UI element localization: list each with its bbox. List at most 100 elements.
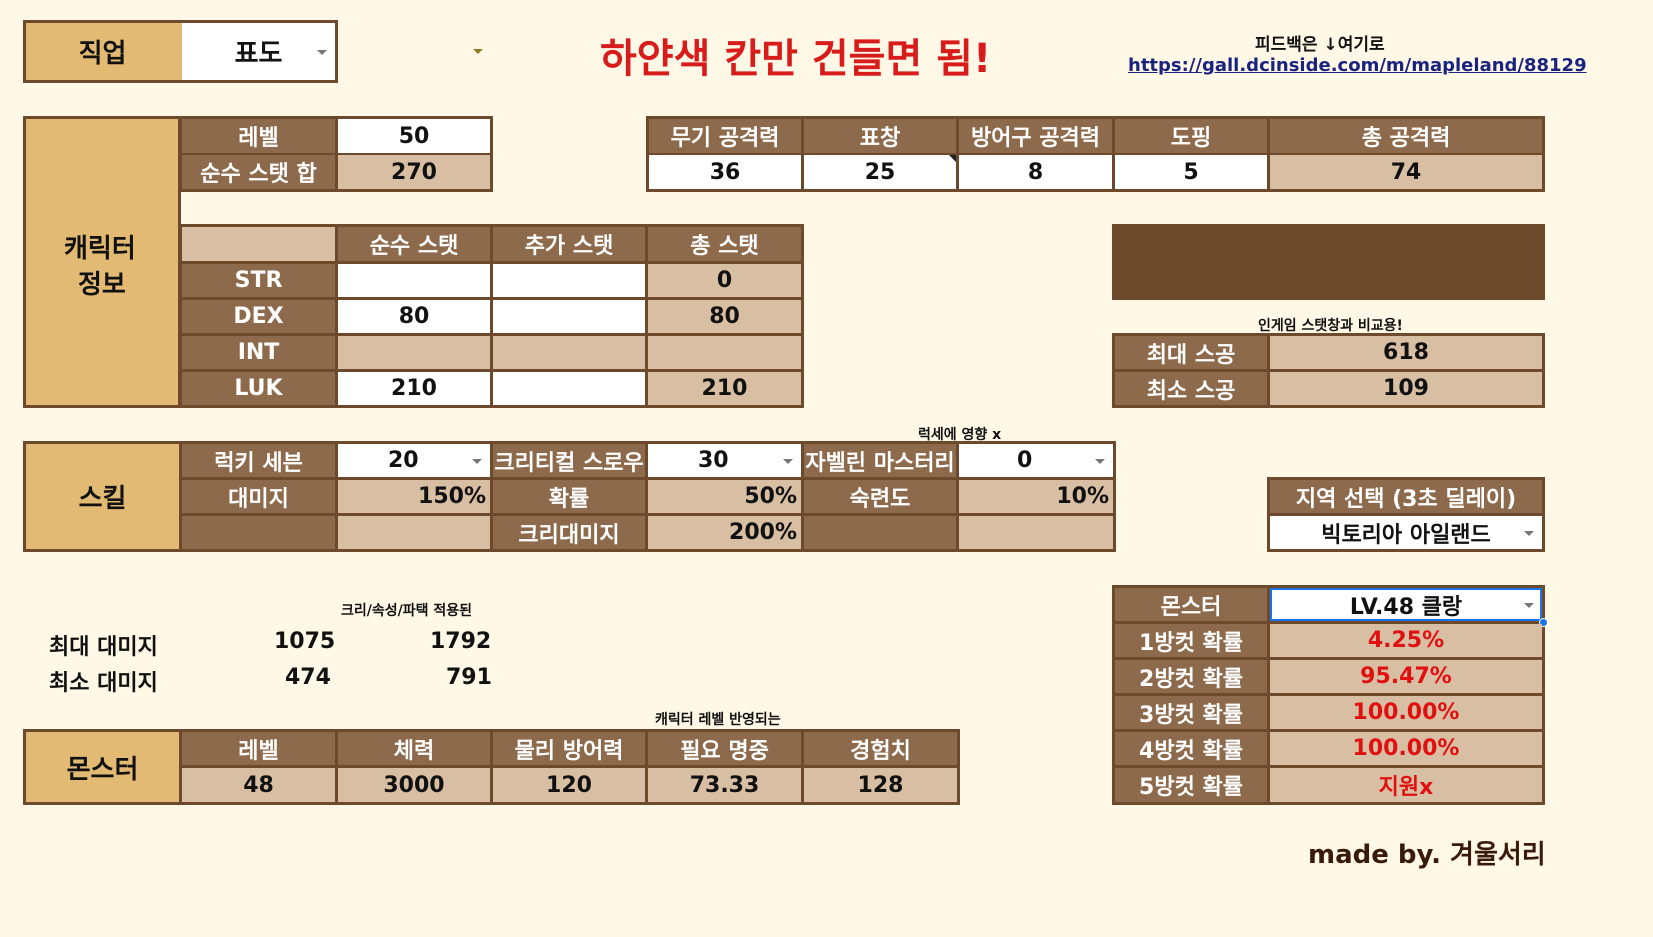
max-stat-attack-value: 618 <box>1270 336 1542 369</box>
monster-note: 캐릭터 레벨 반영되는 <box>655 712 781 728</box>
critical-throw-label: 크리티컬 스로우 <box>493 444 645 477</box>
monster-header-exp: 경험치 <box>804 732 957 765</box>
kill-chance-value-3: 100.00% <box>1270 696 1542 729</box>
max-damage-value: 1075 <box>274 629 336 654</box>
attack-doping-input[interactable]: 5 <box>1115 155 1267 189</box>
stat-pure-int <box>338 336 490 369</box>
javelin-mastery-label: 자벨린 마스터리 <box>804 444 956 477</box>
skill-blank-label <box>182 516 335 549</box>
level-label: 레벨 <box>182 119 335 153</box>
damage-label: 대미지 <box>182 480 335 513</box>
stat-pure-str[interactable] <box>338 264 490 297</box>
damage-note: 크리/속성/파택 적용된 <box>341 603 473 619</box>
damage-percent-value: 150% <box>338 480 490 513</box>
kill-chance-value-1: 4.25% <box>1270 624 1542 657</box>
kill-chance-value-2: 95.47% <box>1270 660 1542 693</box>
credit-text: made by. 겨울서리 <box>1308 840 1546 870</box>
stat-total-int <box>648 336 801 369</box>
javelin-mastery-level-select[interactable]: 0 <box>959 444 1113 477</box>
stat-extra-luk[interactable] <box>493 372 645 405</box>
monster-hp-value: 3000 <box>338 768 490 802</box>
min-damage-crit-value: 791 <box>446 665 492 690</box>
attack-header-weapon: 무기 공격력 <box>649 119 801 153</box>
crit-damage-label: 크리대미지 <box>493 516 645 549</box>
character-section-label-1: 캐릭터 <box>64 234 136 264</box>
stat-name-dex: DEX <box>182 300 335 333</box>
max-damage-crit-value: 1792 <box>430 629 492 654</box>
stat-extra-str[interactable] <box>493 264 645 297</box>
skill-blank-value-2 <box>959 516 1113 549</box>
attack-header-doping: 도핑 <box>1115 119 1267 153</box>
skill-blank-value <box>338 516 490 549</box>
monster-defense-value: 120 <box>493 768 645 802</box>
min-damage-label: 최소 대미지 <box>49 671 158 696</box>
critical-chance-label: 확률 <box>493 480 645 513</box>
stray-dropdown-arrow <box>473 49 483 54</box>
kill-chance-label-3: 3방컷 확률 <box>1115 696 1267 729</box>
lucky-seven-label: 럭키 세븐 <box>182 444 335 477</box>
monster-table <box>23 729 960 805</box>
stat-extra-dex[interactable] <box>493 300 645 333</box>
attack-header-star: 표창 <box>804 119 956 153</box>
stat-total-luk: 210 <box>648 372 801 405</box>
feedback-label: 피드백은 ↓여기로 <box>1255 35 1385 55</box>
character-section-label-2: 정보 <box>78 270 126 300</box>
lucky-seven-level-select[interactable]: 20 <box>338 444 490 477</box>
max-damage-label: 최대 대미지 <box>49 635 158 660</box>
stat-pure-luk[interactable]: 210 <box>338 372 490 405</box>
stat-header-extra: 추가 스탯 <box>493 227 645 261</box>
stat-pure-dex[interactable]: 80 <box>338 300 490 333</box>
monster-select-label: 몬스터 <box>1115 588 1267 621</box>
selection-handle[interactable] <box>1539 618 1548 627</box>
mastery-value: 10% <box>959 480 1113 513</box>
stat-attack-note: 인게임 스탯창과 비교용! <box>1258 318 1403 334</box>
stat-name-int: INT <box>182 336 335 369</box>
stat-total-dex: 80 <box>648 300 801 333</box>
attack-total-value: 74 <box>1270 155 1542 189</box>
feedback-link[interactable]: https://gall.dcinside.com/m/mapleland/88… <box>1128 55 1587 76</box>
kill-chance-value-4: 100.00% <box>1270 732 1542 765</box>
attack-armor-input[interactable]: 8 <box>959 155 1112 189</box>
skill-blank-label-2 <box>804 516 956 549</box>
kill-chance-label-4: 4방컷 확률 <box>1115 732 1267 765</box>
stat-extra-int <box>493 336 645 369</box>
region-label: 지역 선택 (3초 딜레이) <box>1270 480 1542 513</box>
monster-exp-value: 128 <box>804 768 957 802</box>
monster-header-level: 레벨 <box>182 732 335 765</box>
kill-chance-value-5: 지원x <box>1270 768 1542 802</box>
stat-header-pure: 순수 스탯 <box>338 227 490 261</box>
monster-select[interactable]: LV.48 클랑 <box>1270 588 1542 621</box>
crit-damage-value: 200% <box>648 516 801 549</box>
stat-header-blank <box>182 227 335 261</box>
max-stat-attack-label: 최대 스공 <box>1115 336 1267 369</box>
min-stat-attack-value: 109 <box>1270 372 1542 405</box>
mastery-label: 숙련도 <box>804 480 956 513</box>
character-section-box <box>23 116 181 408</box>
attack-star-input[interactable]: 25 <box>804 155 956 189</box>
monster-header-defense: 물리 방어력 <box>493 732 645 765</box>
attack-header-total: 총 공격력 <box>1270 119 1542 153</box>
comment-marker <box>949 155 956 162</box>
monster-level-value: 48 <box>182 768 335 802</box>
min-damage-value: 474 <box>285 665 331 690</box>
job-select[interactable]: 표도 <box>182 23 335 80</box>
region-select[interactable]: 빅토리아 아일랜드 <box>1270 516 1542 549</box>
level-input[interactable]: 50 <box>338 119 490 153</box>
critical-chance-value: 50% <box>648 480 801 513</box>
min-stat-attack-label: 최소 스공 <box>1115 372 1267 405</box>
pure-stat-sum-label: 순수 스탯 합 <box>182 155 335 189</box>
stat-name-luk: LUK <box>182 372 335 405</box>
stat-total-str: 0 <box>648 264 801 297</box>
monster-header-accuracy: 필요 명중 <box>648 732 801 765</box>
kill-chance-label-5: 5방컷 확률 <box>1115 768 1267 802</box>
attack-weapon-input[interactable]: 36 <box>649 155 801 189</box>
kill-chance-label-1: 1방컷 확률 <box>1115 624 1267 657</box>
monster-header-hp: 체력 <box>338 732 490 765</box>
critical-throw-level-select[interactable]: 30 <box>648 444 801 477</box>
stat-header-total: 총 스탯 <box>648 227 801 261</box>
attack-header-armor: 방어구 공격력 <box>959 119 1112 153</box>
banner-title: 하얀색 칸만 건들면 됨! <box>600 36 992 82</box>
brown-banner-block <box>1112 224 1545 300</box>
stat-name-str: STR <box>182 264 335 297</box>
monster-section-label: 몬스터 <box>26 732 179 802</box>
